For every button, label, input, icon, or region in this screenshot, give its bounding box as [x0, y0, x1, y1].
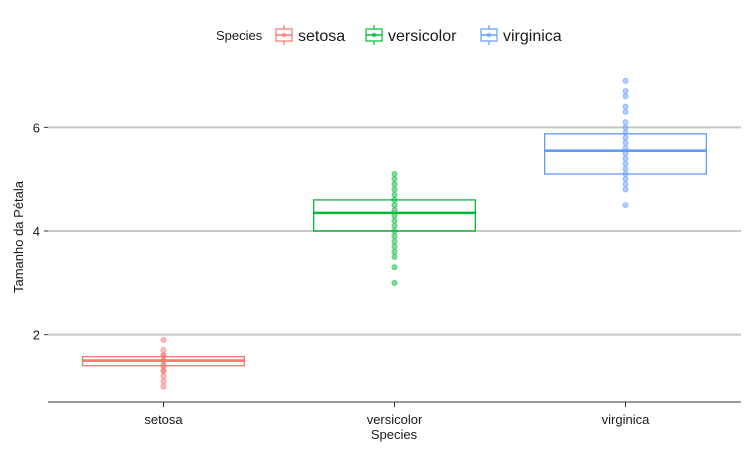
data-point	[622, 139, 629, 146]
legend-key-point	[281, 32, 287, 38]
data-point	[622, 155, 629, 162]
x-axis-title: Species	[371, 427, 418, 442]
x-tick-label: versicolor	[367, 412, 423, 427]
data-point	[391, 248, 398, 255]
data-point	[391, 191, 398, 198]
data-point	[622, 134, 629, 141]
data-point	[622, 77, 629, 84]
data-point	[391, 243, 398, 250]
data-point	[391, 202, 398, 209]
legend-label: virginica	[503, 28, 562, 45]
data-point	[160, 373, 167, 380]
legend-entry-virginica: virginica	[480, 25, 562, 45]
data-point	[391, 186, 398, 193]
data-point	[160, 383, 167, 390]
x-tick-label: virginica	[602, 412, 650, 427]
data-point	[622, 129, 629, 136]
legend-key-point	[486, 32, 492, 38]
data-point	[160, 378, 167, 385]
data-point	[391, 233, 398, 240]
data-point	[391, 181, 398, 188]
data-point	[622, 108, 629, 115]
data-point	[622, 202, 629, 209]
data-point	[391, 217, 398, 224]
data-point	[622, 150, 629, 157]
data-point	[391, 227, 398, 234]
data-point	[160, 367, 167, 374]
data-point	[622, 160, 629, 167]
data-point	[622, 103, 629, 110]
data-point	[391, 170, 398, 177]
y-tick-label: 2	[33, 328, 40, 343]
data-point	[622, 181, 629, 188]
data-point	[391, 253, 398, 260]
y-tick-label: 4	[33, 224, 40, 239]
legend-label: setosa	[298, 28, 345, 45]
legend-entry-versicolor: versicolor	[365, 25, 457, 45]
data-point	[391, 212, 398, 219]
data-point	[391, 279, 398, 286]
data-point	[160, 352, 167, 359]
y-axis-ticks: 2 4 6	[33, 120, 48, 343]
data-point	[160, 336, 167, 343]
data-point	[391, 238, 398, 245]
legend-entry-setosa: setosa	[275, 25, 345, 45]
y-axis-title: Tamanho da Pétala	[11, 180, 26, 293]
data-point	[622, 93, 629, 100]
data-point	[160, 357, 167, 364]
x-axis-ticks: setosa versicolor virginica	[144, 402, 650, 427]
data-points	[160, 77, 629, 390]
x-tick-label: setosa	[144, 412, 183, 427]
data-point	[622, 88, 629, 95]
data-point	[622, 176, 629, 183]
legend-key-point	[371, 32, 377, 38]
legend: Species setosa versicolor virginica	[216, 25, 562, 45]
data-point	[622, 186, 629, 193]
legend-label: versicolor	[388, 28, 457, 45]
data-point	[622, 165, 629, 172]
data-point	[391, 176, 398, 183]
data-point	[622, 170, 629, 177]
data-point	[160, 347, 167, 354]
data-point	[391, 264, 398, 271]
data-point	[391, 222, 398, 229]
data-point	[622, 145, 629, 152]
data-point	[391, 196, 398, 203]
data-point	[160, 362, 167, 369]
data-point	[622, 124, 629, 131]
y-tick-label: 6	[33, 120, 40, 135]
data-point	[622, 119, 629, 126]
legend-title: Species	[216, 28, 263, 43]
data-point	[391, 207, 398, 214]
